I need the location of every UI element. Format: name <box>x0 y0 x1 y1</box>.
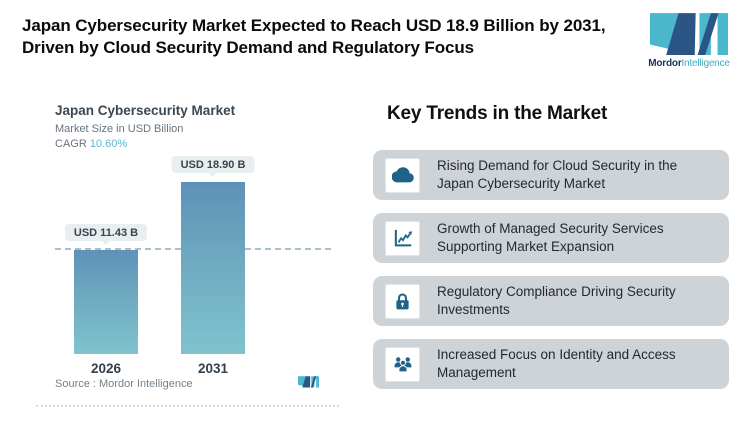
chart-subtitle: Market Size in USD Billion <box>55 123 184 135</box>
trend-text: Increased Focus on Identity and Access M… <box>437 347 676 380</box>
bar-2026: USD 11.43 B 2026 <box>64 224 148 376</box>
trend-card-identity-access: Increased Focus on Identity and Access M… <box>373 339 729 389</box>
trend-icon-box <box>385 346 420 382</box>
trend-card-cloud-security: Rising Demand for Cloud Security in the … <box>373 150 729 200</box>
key-trends-panel: Key Trends in the Market Rising Demand f… <box>373 95 729 402</box>
trend-card-managed-services: Growth of Managed Security Services Supp… <box>373 213 729 263</box>
trend-card-regulatory-compliance: Regulatory Compliance Driving Security I… <box>373 276 729 326</box>
source-label: Source : Mordor Intelligence <box>55 378 193 390</box>
brand-logo: MordorIntelligence <box>644 13 734 69</box>
bar-2031-fill <box>181 182 245 354</box>
bar-2031-axis-label: 2031 <box>197 361 229 376</box>
market-chart-card: Japan Cybersecurity Market Market Size i… <box>30 95 345 407</box>
trend-icon-box <box>385 283 420 319</box>
chart-cagr: CAGR 10.60% <box>55 138 128 150</box>
trend-icon-box <box>385 157 420 193</box>
users-icon <box>394 357 411 373</box>
lock-icon <box>396 292 409 309</box>
page-title: Japan Cybersecurity Market Expected to R… <box>22 16 606 57</box>
bar-2031-value-label: USD 18.90 B <box>171 156 255 177</box>
brand-wordmark: MordorIntelligence <box>648 58 730 69</box>
bar-2026-axis-label: 2026 <box>90 361 122 376</box>
key-trends-heading: Key Trends in the Market <box>387 103 608 124</box>
line-chart-icon <box>394 229 412 247</box>
cagr-value: 10.60% <box>89 138 128 150</box>
cloud-icon <box>391 167 414 183</box>
trend-icon-box <box>385 220 420 256</box>
trend-text: Rising Demand for Cloud Security in the … <box>437 158 678 191</box>
mordor-intelligence-logo-icon <box>650 13 728 55</box>
bar-chart-plot: USD 11.43 B 2026 USD 18.90 B 2031 <box>30 156 345 376</box>
bar-2026-fill <box>74 250 138 354</box>
trend-text: Growth of Managed Security Services Supp… <box>437 221 664 254</box>
trend-text: Regulatory Compliance Driving Security I… <box>437 284 676 317</box>
bar-2031: USD 18.90 B 2031 <box>171 156 255 376</box>
trend-list: Rising Demand for Cloud Security in the … <box>373 150 729 389</box>
source-mini-logo-icon <box>298 376 319 388</box>
chart-title: Japan Cybersecurity Market <box>55 103 236 118</box>
bar-2026-value-label: USD 11.43 B <box>64 224 148 245</box>
